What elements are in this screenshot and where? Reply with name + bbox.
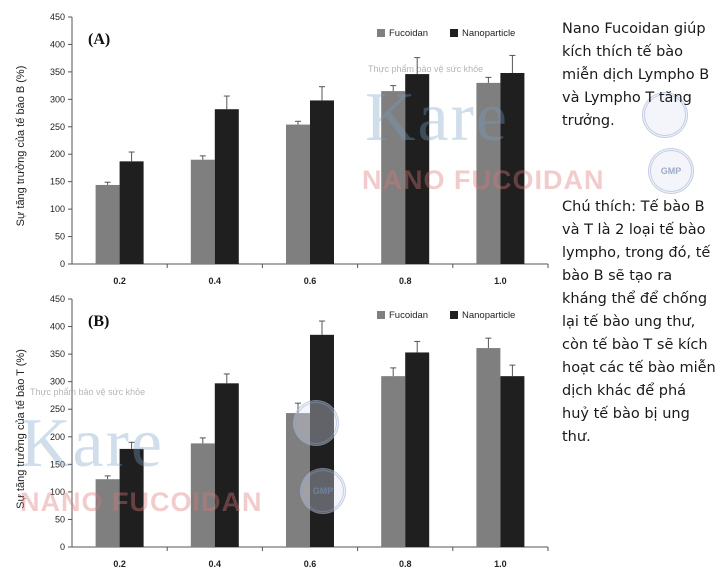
legend-label: Nanoparticle: [462, 28, 515, 39]
bar-fucoidan-0.8: [381, 91, 406, 264]
y-tick-label: 150: [50, 177, 65, 187]
legend-label: Nanoparticle: [462, 310, 515, 321]
y-tick-label: 350: [50, 349, 65, 359]
y-tick-label: 300: [50, 94, 65, 104]
x-tick-label: 0.2: [113, 276, 126, 286]
y-tick-label: 50: [55, 232, 65, 242]
bar-nanoparticle-0.8: [405, 352, 430, 547]
y-axis-label: Sự tăng trưởng của tế bào B (%): [15, 66, 27, 227]
x-tick-label: 0.8: [399, 559, 412, 569]
y-tick-label: 300: [50, 377, 65, 387]
x-tick-label: 1.0: [494, 276, 507, 286]
bar-fucoidan-1.0: [476, 82, 501, 264]
chart-panel-b: Sự tăng trưởng của tế bào T (%) 0 50 100 15…: [0, 291, 555, 587]
y-tick-label: 0: [60, 259, 65, 269]
bar-nanoparticle-0.4: [214, 383, 239, 547]
legend-swatch: [377, 311, 385, 319]
certification-badge-icon: [642, 92, 688, 138]
y-tick-label: 450: [50, 12, 65, 22]
legend-swatch: [450, 311, 458, 319]
bar-fucoidan-0.2: [95, 479, 120, 547]
gmp-badge-icon: GMP: [648, 148, 694, 194]
bar-nanoparticle-0.4: [214, 109, 239, 264]
bar-fucoidan-1.0: [476, 348, 501, 547]
legend-swatch: [450, 29, 458, 37]
chart-b-svg: Sự tăng trưởng của tế bào T (%) 0 50 100 15…: [15, 294, 549, 569]
y-tick-label: 250: [50, 404, 65, 414]
y-tick-label: 100: [50, 487, 65, 497]
x-tick-label: 0.8: [399, 276, 412, 286]
note-text: Chú thích: Tế bào B và T là 2 loại tế bà…: [562, 199, 716, 445]
panel-label: (A): [88, 31, 110, 48]
certification-badge-icon: [293, 400, 339, 446]
chart-a-svg: Sự tăng trưởng của tế bào B (%) 0 50 100 15…: [15, 12, 549, 286]
chart-panel-a: Sự tăng trưởng của tế bào B (%) 0 50 100 15…: [0, 0, 555, 291]
gmp-badge-icon: GMP: [300, 468, 346, 514]
bar-fucoidan-0.4: [190, 443, 215, 547]
y-tick-label: 400: [50, 39, 65, 49]
bar-nanoparticle-0.2: [119, 448, 144, 547]
summary-text: Nano Fucoidan giúp kích thích tế bào miễ…: [562, 21, 710, 129]
x-tick-label: 0.4: [209, 559, 222, 569]
bar-nanoparticle-0.8: [405, 74, 430, 264]
bar-nanoparticle-0.2: [119, 161, 144, 264]
x-tick-label: 0.2: [113, 559, 126, 569]
y-tick-label: 400: [50, 322, 65, 332]
y-tick-label: 450: [50, 294, 65, 304]
y-tick-label: 150: [50, 459, 65, 469]
y-tick-label: 100: [50, 204, 65, 214]
legend-label: Fucoidan: [389, 28, 428, 39]
x-tick-label: 0.4: [209, 276, 222, 286]
y-tick-label: 0: [60, 542, 65, 552]
bar-fucoidan-0.2: [95, 184, 120, 264]
y-tick-label: 200: [50, 432, 65, 442]
y-tick-label: 50: [55, 514, 65, 524]
bar-nanoparticle-1.0: [500, 72, 525, 264]
bar-fucoidan-0.6: [286, 124, 310, 265]
bar-nanoparticle-0.6: [310, 100, 334, 264]
x-tick-label: 0.6: [304, 559, 317, 569]
x-tick-label: 0.6: [304, 276, 317, 286]
y-tick-label: 200: [50, 149, 65, 159]
x-tick-label: 1.0: [494, 559, 507, 569]
y-tick-label: 250: [50, 122, 65, 132]
bar-fucoidan-0.8: [381, 376, 406, 547]
legend-label: Fucoidan: [389, 310, 428, 321]
bar-fucoidan-0.4: [190, 159, 215, 264]
bar-nanoparticle-1.0: [500, 376, 525, 547]
y-tick-label: 350: [50, 67, 65, 77]
panel-label: (B): [88, 313, 109, 330]
legend-swatch: [377, 29, 385, 37]
y-axis-label: Sự tăng trưởng của tế bào T (%): [15, 349, 27, 509]
